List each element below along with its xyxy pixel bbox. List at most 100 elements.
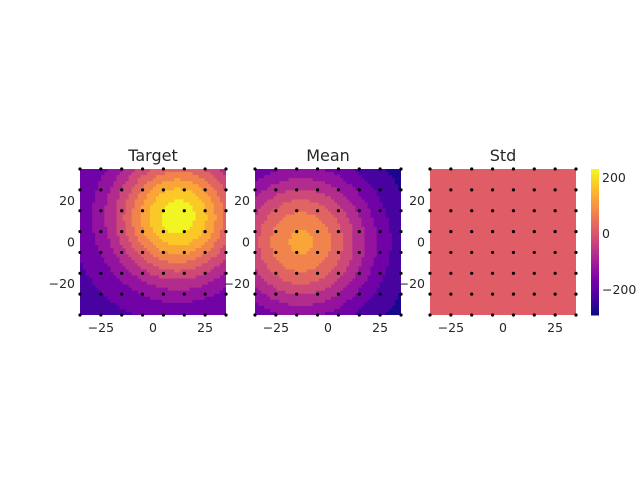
contour-cell xyxy=(343,214,347,219)
contour-cell xyxy=(165,251,169,255)
contour-cell xyxy=(388,266,393,270)
contour-cell xyxy=(282,211,287,216)
contour-cell xyxy=(255,278,259,283)
contour-cell xyxy=(343,220,347,225)
contour-cell xyxy=(207,196,212,201)
contour-cell xyxy=(89,302,93,307)
contour-cell xyxy=(337,281,341,286)
contour-cell xyxy=(288,269,293,274)
contour-cell xyxy=(367,205,372,210)
contour-cell xyxy=(270,208,274,213)
contour-cell xyxy=(376,178,381,182)
contour-cell xyxy=(183,181,188,185)
contour-cell xyxy=(376,226,381,231)
contour-cell xyxy=(394,196,399,201)
contour-cell xyxy=(382,208,387,213)
contour-cell xyxy=(80,232,84,237)
contour-cell xyxy=(216,220,221,225)
contour-cell xyxy=(294,263,299,267)
contour-cell xyxy=(183,235,188,240)
contour-cell xyxy=(361,299,366,304)
contour-cell xyxy=(113,269,118,274)
contour-cell xyxy=(388,223,393,228)
contour-cell xyxy=(294,169,299,173)
contour-cell xyxy=(165,311,169,315)
contour-cell xyxy=(110,187,115,191)
sample-point xyxy=(99,271,103,275)
contour-cell xyxy=(367,260,372,264)
sample-point xyxy=(399,209,403,213)
contour-cell xyxy=(183,238,188,243)
sample-point xyxy=(120,209,124,213)
contour-cell xyxy=(80,242,84,246)
contour-cell xyxy=(394,305,399,310)
contour-cell xyxy=(364,284,369,289)
contour-cell xyxy=(394,302,399,307)
contour-cell xyxy=(216,302,221,307)
contour-cell xyxy=(340,242,344,246)
contour-cell xyxy=(261,211,265,216)
contour-cell xyxy=(309,214,314,219)
contour-cell xyxy=(183,284,188,289)
contour-cell xyxy=(373,232,378,237)
contour-cell xyxy=(92,251,96,255)
contour-cell xyxy=(159,272,163,277)
contour-cell xyxy=(162,275,166,280)
contour-cell xyxy=(297,238,302,243)
contour-cell xyxy=(334,181,338,185)
contour-cell xyxy=(258,248,262,252)
contour-cell xyxy=(192,196,197,201)
contour-cell xyxy=(122,263,127,267)
contour-cell xyxy=(291,184,296,188)
contour-cell xyxy=(153,235,157,240)
contour-cell xyxy=(394,260,399,264)
contour-cell xyxy=(331,305,335,310)
contour-cell xyxy=(107,269,112,274)
contour-cell xyxy=(210,290,215,295)
contour-cell xyxy=(83,199,87,204)
sample-point xyxy=(253,188,257,192)
contour-cell xyxy=(397,169,401,173)
contour-cell xyxy=(261,187,265,191)
contour-cell xyxy=(165,205,169,210)
contour-cell xyxy=(165,287,169,292)
contour-cell xyxy=(131,208,136,213)
contour-cell xyxy=(113,208,118,213)
contour-cell xyxy=(83,178,87,182)
contour-cell xyxy=(303,214,308,219)
contour-cell xyxy=(334,290,338,295)
contour-cell xyxy=(397,190,401,194)
contour-cell xyxy=(331,226,335,231)
contour-cell xyxy=(264,226,268,231)
contour-cell xyxy=(177,281,181,286)
contour-cell xyxy=(222,302,226,307)
contour-cell xyxy=(119,226,124,231)
sample-point xyxy=(490,292,495,296)
colorbar-segment xyxy=(591,237,599,241)
contour-cell xyxy=(213,169,218,173)
contour-cell xyxy=(204,232,209,237)
contour-cell xyxy=(394,235,399,240)
plot-area xyxy=(255,169,401,315)
contour-cell xyxy=(352,196,356,201)
contour-cell xyxy=(222,251,226,255)
contour-cell xyxy=(306,211,311,216)
contour-cell xyxy=(382,287,387,292)
contour-cell xyxy=(385,169,390,173)
contour-cell xyxy=(216,223,221,228)
contour-cell xyxy=(291,223,296,228)
contour-cell xyxy=(340,181,344,185)
contour-cell xyxy=(321,245,326,249)
contour-cell xyxy=(177,278,181,283)
contour-cell xyxy=(201,208,206,213)
contour-cell xyxy=(309,208,314,213)
contour-cell xyxy=(216,269,221,274)
contour-cell xyxy=(340,269,344,274)
contour-cell xyxy=(318,205,323,210)
contour-cell xyxy=(168,217,172,222)
colorbar-tick-label: 200 xyxy=(602,170,626,185)
contour-cell xyxy=(83,235,87,240)
sample-point xyxy=(120,250,124,255)
contour-cell xyxy=(201,187,206,191)
contour-cell xyxy=(125,299,130,304)
